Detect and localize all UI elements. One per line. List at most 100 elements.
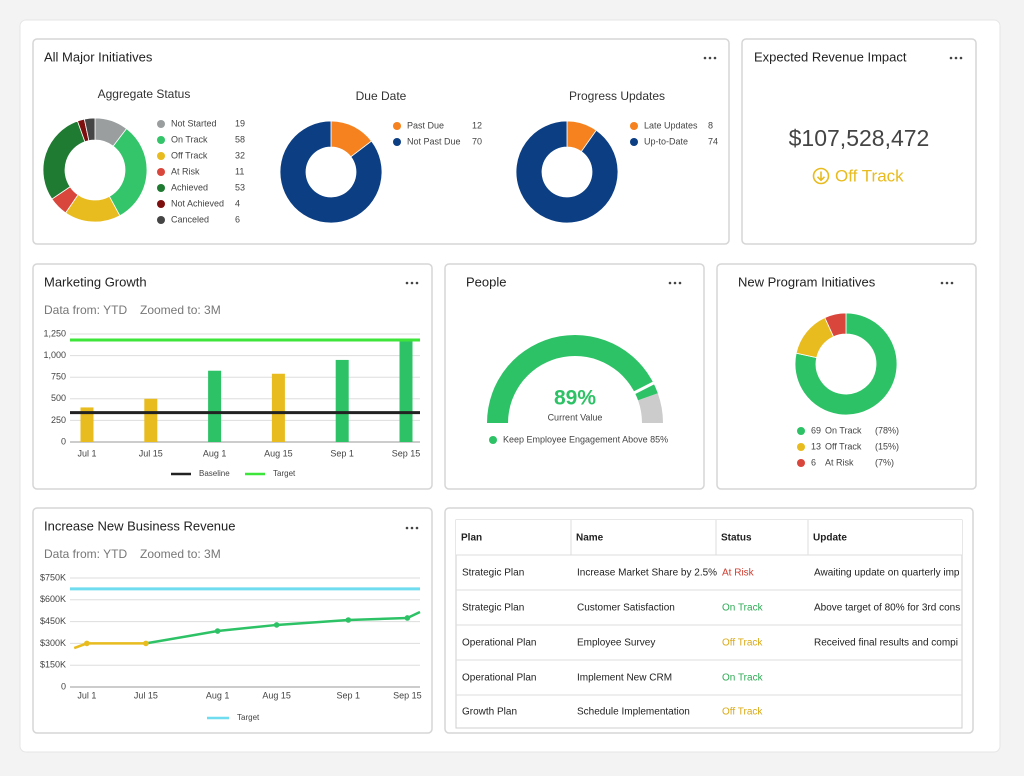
status-cell: On Track [722, 603, 764, 614]
subtitle: Data from: YTD [44, 547, 127, 561]
table-cell: Growth Plan [462, 707, 517, 718]
y-tick-label: 250 [51, 415, 66, 425]
menu-button[interactable] [703, 56, 717, 60]
chart-title: Progress Updates [569, 89, 665, 103]
line-point [84, 640, 90, 647]
chart-title: Aggregate Status [98, 87, 191, 101]
legend-label: Not Past Due [407, 136, 461, 146]
legend-label: Achieved [171, 182, 208, 192]
legend-value: 8 [708, 120, 713, 130]
gauge-caption: Current Value [548, 412, 603, 422]
legend-label: Target [237, 713, 260, 722]
y-tick-label: 1,000 [43, 350, 66, 360]
status-cell: At Risk [722, 568, 755, 579]
status-cell: Off Track [722, 638, 763, 649]
table-cell: Schedule Implementation [577, 707, 690, 718]
table-cell: Operational Plan [462, 638, 537, 649]
legend-value: 4 [235, 198, 240, 208]
legend-label: Target [273, 469, 296, 478]
menu-button[interactable] [668, 281, 682, 285]
y-tick-label: 750 [51, 372, 66, 382]
column-header: Name [576, 533, 604, 544]
bar [399, 340, 413, 442]
legend-value: 32 [235, 150, 245, 160]
y-tick-label: 0 [61, 436, 66, 446]
table-cell: Customer Satisfaction [577, 603, 675, 614]
y-tick-label: 1,250 [43, 328, 66, 338]
gauge-value [487, 334, 658, 423]
y-tick-label: $450K [40, 616, 66, 626]
table-cell: Implement New CRM [577, 673, 672, 684]
legend-value: 11 [235, 166, 244, 176]
line-point [143, 640, 149, 647]
x-tick-label: Aug 15 [262, 690, 291, 700]
panel-title: Increase New Business Revenue [44, 518, 236, 533]
legend-marker [393, 122, 401, 130]
donut-slice [83, 117, 96, 142]
legend-marker [630, 122, 638, 130]
x-tick-label: Sep 15 [393, 690, 422, 700]
gauge-value-label: 89% [554, 387, 596, 410]
donut-slice [279, 120, 383, 224]
legend-label: Keep Employee Engagement Above 85% [503, 434, 668, 444]
y-tick-label: $600K [40, 594, 66, 604]
table-cell: Received final results and compi [814, 638, 958, 649]
legend-label: On Track [825, 425, 862, 435]
legend-value: 58 [235, 134, 245, 144]
panel-title: Expected Revenue Impact [754, 49, 907, 64]
line-point [273, 622, 280, 628]
menu-button[interactable] [405, 281, 419, 285]
chart-title: Due Date [356, 89, 407, 103]
menu-button[interactable] [405, 526, 419, 530]
bar [335, 359, 349, 442]
bar [80, 407, 94, 442]
x-tick-label: Aug 1 [206, 690, 230, 700]
x-tick-label: Jul 15 [134, 690, 158, 700]
gauge-target [632, 380, 656, 395]
panel-title: All Major Initiatives [44, 49, 153, 64]
legend-marker [797, 427, 805, 435]
legend-label: Off Track [171, 150, 208, 160]
donut-slice [824, 312, 847, 338]
table-cell: Employee Survey [577, 638, 655, 649]
panel-title: Marketing Growth [44, 274, 147, 289]
revenue-status: Off Track [835, 166, 904, 185]
legend-marker [157, 168, 165, 176]
legend-count: 6 [811, 457, 816, 467]
legend-marker [157, 120, 165, 128]
legend-label: Not Started [171, 118, 217, 128]
menu-button[interactable] [940, 281, 954, 285]
legend-label: At Risk [171, 166, 200, 176]
bar [271, 373, 285, 442]
panel [32, 38, 730, 245]
y-tick-label: 0 [61, 681, 66, 691]
legend-share: (7%) [875, 457, 894, 467]
legend-value: 12 [472, 120, 482, 130]
status-cell: On Track [722, 673, 764, 684]
table-cell: Above target of 80% for 3rd cons [814, 603, 960, 614]
legend-label: On Track [171, 134, 208, 144]
column-header: Update [813, 533, 847, 544]
legend-value: 19 [235, 118, 245, 128]
legend-marker [630, 138, 638, 146]
column-header: Status [721, 533, 752, 544]
x-tick-label: Aug 1 [203, 448, 227, 458]
x-tick-label: Sep 1 [330, 448, 354, 458]
gauge-rest [638, 393, 663, 423]
x-tick-label: Jul 1 [77, 690, 96, 700]
menu-button[interactable] [949, 56, 963, 60]
legend-share: (15%) [875, 441, 899, 451]
table-header [456, 520, 962, 555]
status-cell: Off Track [722, 707, 763, 718]
table-cell: Strategic Plan [462, 603, 524, 614]
table-cell: Increase Market Share by 2.5% [577, 568, 717, 579]
panel-title: New Program Initiatives [738, 274, 876, 289]
table-cell: Operational Plan [462, 673, 537, 684]
bar [208, 370, 222, 442]
legend-label: Past Due [407, 120, 444, 130]
x-tick-label: Sep 1 [337, 690, 361, 700]
legend-value: 6 [235, 214, 240, 224]
legend-label: Up-to-Date [644, 136, 688, 146]
legend-marker [157, 184, 165, 192]
